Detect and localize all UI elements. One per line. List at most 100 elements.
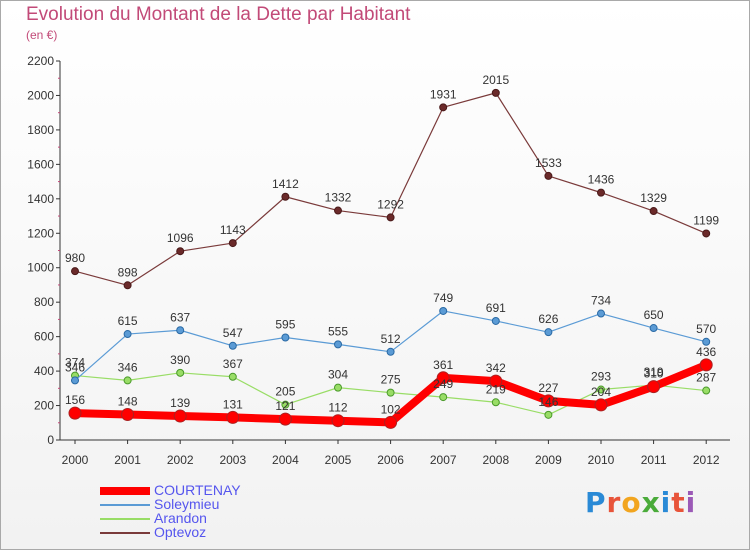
data-label-soleymieu: 595 bbox=[275, 317, 295, 331]
data-point-courtenay bbox=[331, 414, 345, 428]
proxiti-logo: Proxiti bbox=[585, 486, 696, 519]
data-point-arandon bbox=[544, 410, 553, 419]
data-label-courtenay: 227 bbox=[538, 381, 558, 395]
data-label-optevoz: 1332 bbox=[325, 191, 352, 205]
data-label-arandon: 205 bbox=[275, 385, 295, 399]
data-label-arandon: 390 bbox=[170, 353, 190, 367]
data-point-soleymieu bbox=[334, 340, 342, 349]
legend-swatch bbox=[100, 504, 150, 506]
data-label-soleymieu: 691 bbox=[486, 301, 506, 315]
data-label-arandon: 219 bbox=[486, 382, 506, 396]
data-point-arandon bbox=[439, 393, 448, 402]
x-tick-label: 2004 bbox=[272, 453, 299, 467]
data-label-optevoz: 1292 bbox=[377, 197, 404, 211]
data-point-courtenay bbox=[121, 408, 135, 422]
logo-letter: P bbox=[585, 486, 607, 519]
chart-title: Evolution du Montant de la Dette par Hab… bbox=[26, 4, 411, 25]
legend-swatch bbox=[100, 518, 150, 520]
data-label-arandon: 293 bbox=[591, 370, 611, 384]
x-tick-label: 2008 bbox=[482, 453, 509, 467]
data-point-arandon bbox=[702, 386, 711, 395]
data-label-arandon: 367 bbox=[223, 357, 243, 371]
data-point-courtenay bbox=[173, 409, 187, 423]
y-tick-label: 600 bbox=[34, 330, 54, 344]
series-line-optevoz bbox=[74, 92, 707, 286]
data-point-optevoz bbox=[334, 206, 342, 215]
data-point-courtenay bbox=[647, 380, 661, 394]
data-label-soleymieu: 626 bbox=[538, 312, 558, 326]
data-label-optevoz: 1412 bbox=[272, 177, 299, 191]
data-label-courtenay: 121 bbox=[275, 399, 295, 413]
data-label-optevoz: 1931 bbox=[430, 87, 457, 101]
data-label-optevoz: 898 bbox=[118, 265, 138, 279]
legend-item-arandon: Arandon bbox=[100, 511, 300, 526]
data-label-courtenay: 156 bbox=[65, 393, 85, 407]
data-point-optevoz bbox=[281, 192, 290, 201]
data-label-courtenay: 102 bbox=[381, 402, 401, 416]
x-tick-label: 2002 bbox=[167, 453, 194, 467]
data-point-soleymieu bbox=[649, 324, 658, 333]
data-point-arandon bbox=[176, 368, 185, 377]
data-point-optevoz bbox=[597, 188, 605, 197]
logo-letter: i bbox=[685, 486, 697, 519]
data-point-arandon bbox=[334, 383, 342, 392]
data-point-arandon bbox=[386, 388, 395, 397]
data-label-arandon: 304 bbox=[328, 368, 348, 382]
data-label-soleymieu: 555 bbox=[328, 324, 348, 338]
data-point-optevoz bbox=[702, 229, 711, 238]
y-tick-label: 200 bbox=[34, 399, 54, 413]
data-label-soleymieu: 749 bbox=[433, 291, 453, 305]
legend-item-soleymieu: Soleymieu bbox=[100, 497, 300, 512]
data-point-optevoz bbox=[491, 88, 500, 97]
data-label-optevoz: 1533 bbox=[535, 156, 562, 170]
legend-item-courtenay: COURTENAY bbox=[100, 483, 300, 498]
data-point-arandon bbox=[123, 376, 132, 385]
data-point-soleymieu bbox=[281, 333, 290, 342]
data-point-arandon bbox=[597, 385, 605, 394]
logo-letter: i bbox=[660, 486, 672, 519]
data-label-arandon: 287 bbox=[696, 371, 716, 385]
data-point-courtenay bbox=[541, 394, 555, 408]
y-tick-label: 1000 bbox=[27, 261, 54, 275]
data-point-optevoz bbox=[649, 207, 658, 216]
data-point-courtenay bbox=[226, 410, 240, 424]
data-label-arandon: 249 bbox=[433, 377, 453, 391]
data-point-courtenay bbox=[278, 412, 292, 426]
data-point-soleymieu bbox=[123, 330, 132, 339]
y-tick-label: 1800 bbox=[27, 123, 54, 137]
y-tick-label: 0 bbox=[47, 433, 54, 447]
chart-unit: (en €) bbox=[26, 28, 58, 42]
data-label-soleymieu: 650 bbox=[644, 308, 664, 322]
data-label-soleymieu: 547 bbox=[223, 326, 243, 340]
legend-swatch bbox=[100, 532, 150, 534]
data-point-courtenay bbox=[384, 415, 398, 429]
data-label-courtenay: 436 bbox=[696, 345, 716, 359]
legend-item-optevoz: Optevoz bbox=[100, 525, 300, 540]
y-tick-label: 2000 bbox=[27, 88, 54, 102]
data-point-optevoz bbox=[176, 247, 185, 256]
data-point-courtenay bbox=[68, 406, 82, 420]
data-label-optevoz: 1329 bbox=[640, 191, 667, 205]
data-label-arandon: 374 bbox=[65, 356, 85, 370]
data-label-courtenay: 204 bbox=[591, 385, 611, 399]
data-label-optevoz: 980 bbox=[65, 251, 85, 265]
logo-letter: r bbox=[606, 486, 622, 519]
chart-legend: COURTENAY Soleymieu Arandon Optevoz bbox=[100, 483, 300, 540]
y-tick-label: 400 bbox=[34, 364, 54, 378]
data-label-courtenay: 361 bbox=[433, 358, 453, 372]
data-point-optevoz bbox=[228, 239, 237, 248]
x-tick-label: 2011 bbox=[641, 453, 667, 467]
x-tick-label: 2003 bbox=[219, 453, 246, 467]
y-tick-label: 1200 bbox=[27, 226, 54, 240]
data-point-courtenay bbox=[699, 358, 713, 372]
y-tick-label: 800 bbox=[34, 295, 54, 309]
data-label-soleymieu: 512 bbox=[381, 332, 401, 346]
data-label-optevoz: 1143 bbox=[220, 223, 246, 237]
data-label-soleymieu: 637 bbox=[170, 310, 190, 324]
y-tick-label: 1600 bbox=[27, 157, 54, 171]
data-point-courtenay bbox=[594, 398, 608, 412]
x-tick-label: 2005 bbox=[325, 453, 352, 467]
data-label-soleymieu: 346 bbox=[65, 360, 85, 374]
data-point-arandon bbox=[491, 398, 500, 407]
